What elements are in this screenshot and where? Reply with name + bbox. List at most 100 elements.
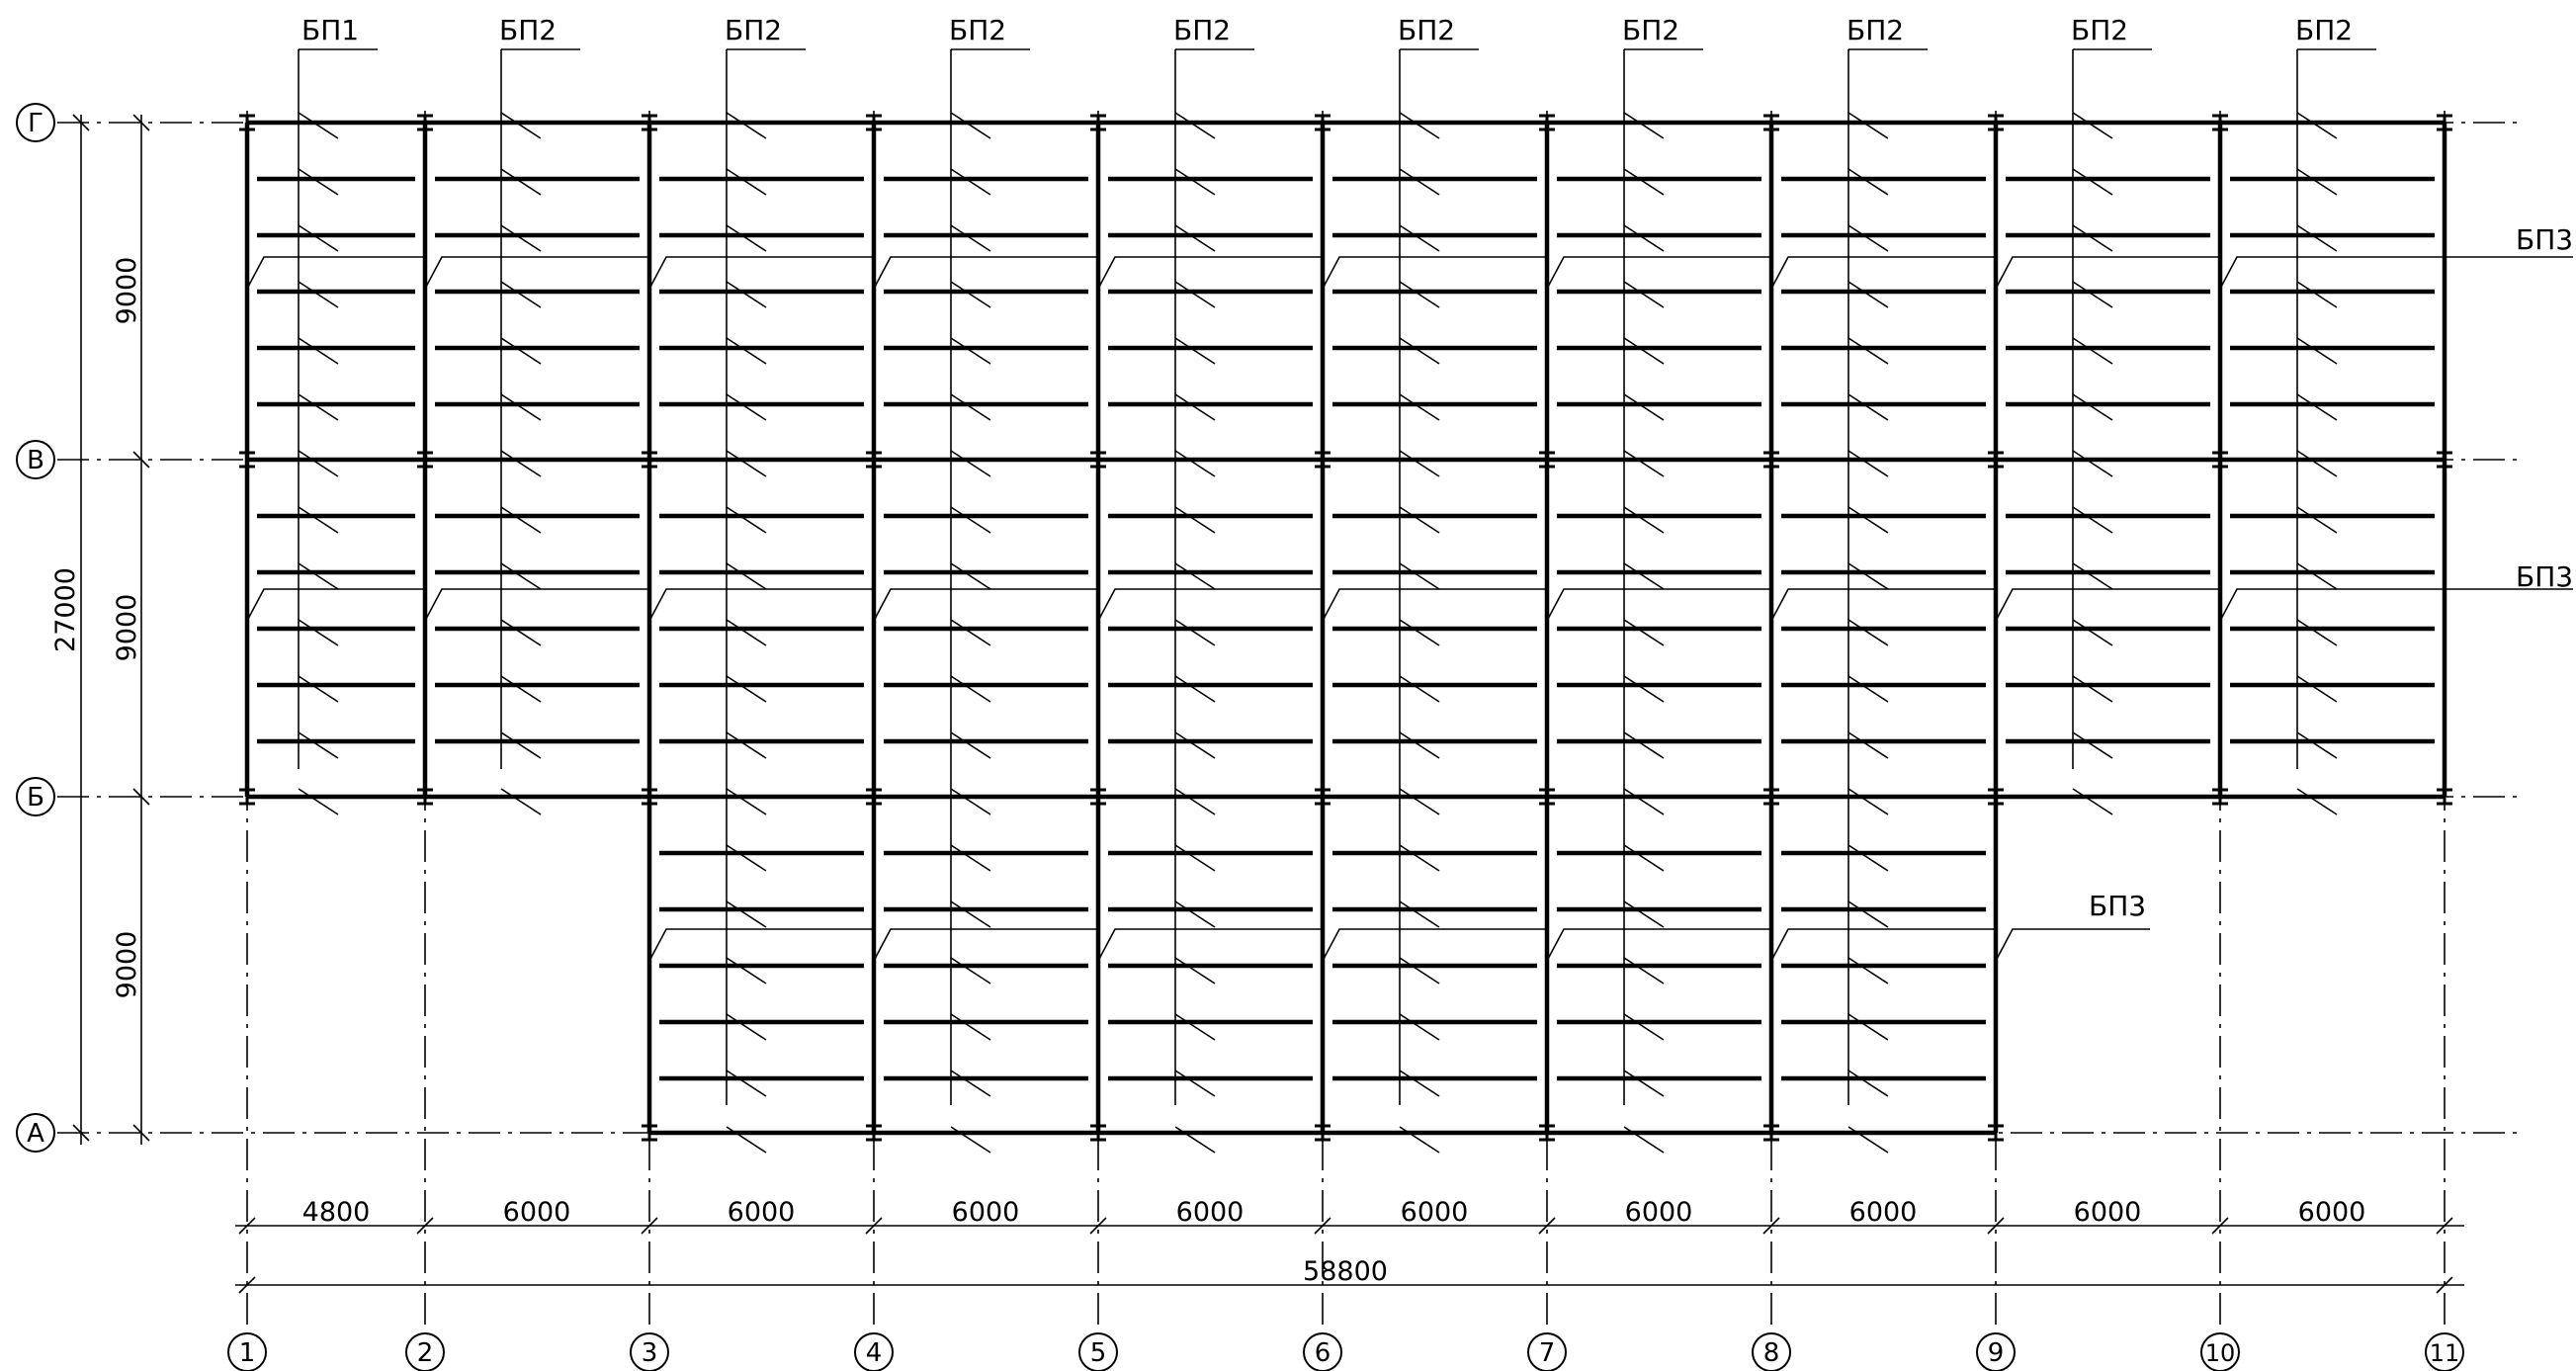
- beam-leader-tick: [1174, 1070, 1216, 1097]
- beam-leader-tick: [2072, 224, 2113, 252]
- beam-leader-tick: [298, 506, 339, 534]
- bp3-leader: [648, 588, 872, 622]
- dimension-tick: [1314, 1217, 1331, 1235]
- beam-leader-tick: [1174, 506, 1216, 534]
- beam-leader-tick: [2072, 168, 2113, 196]
- beam-label: БП2: [949, 14, 1006, 46]
- beam-leader-tick: [1623, 788, 1665, 815]
- beam-leader-tick: [1623, 168, 1665, 196]
- axis-marker-col-8: 8: [1752, 1332, 1791, 1371]
- axis-marker-col-5: 5: [1078, 1332, 1118, 1371]
- beam-leader-tick: [1847, 281, 1889, 308]
- beam-leader-tick: [298, 168, 339, 196]
- bp3-leader: [1995, 256, 2218, 290]
- axis-marker-row-V: В: [16, 440, 55, 479]
- axis-marker-col-2: 2: [405, 1332, 445, 1371]
- axis-label: 10: [2205, 1339, 2236, 1367]
- bp3-leader: [424, 588, 647, 622]
- total-dimension-y: 27000: [50, 567, 81, 652]
- beam-leader-tick: [2072, 675, 2113, 703]
- beam-leader-tick: [2072, 281, 2113, 308]
- bp3-leader: [1322, 256, 1545, 290]
- beam-leader-tick: [1623, 1013, 1665, 1041]
- bp3-leader: [1097, 928, 1321, 962]
- bp3-leader: [1770, 256, 1994, 290]
- beam-label: БП3: [2516, 560, 2573, 593]
- axis-marker-col-3: 3: [630, 1332, 669, 1371]
- axis-label: Г: [28, 109, 43, 138]
- beam-label: БП2: [725, 14, 782, 46]
- beam-leader-tick: [500, 393, 542, 421]
- beam-leader-tick: [2072, 506, 2113, 534]
- span-dimension: 6000: [503, 1197, 571, 1228]
- bp3-leader: [873, 928, 1096, 962]
- beam-leader-tick: [298, 112, 339, 139]
- beam-leader-tick: [950, 224, 991, 252]
- beam-leader-tick: [1623, 675, 1665, 703]
- beam-leader-tick: [1399, 168, 1440, 196]
- beam-leader-tick: [298, 337, 339, 365]
- beam-leader-tick: [2072, 731, 2113, 759]
- axis-label: Б: [27, 783, 44, 813]
- beam-leader-tick: [500, 788, 542, 815]
- total-dimension-x: 58800: [1303, 1256, 1388, 1287]
- beam-leader-tick: [1399, 957, 1440, 985]
- beam-leader-tick: [500, 562, 542, 590]
- axis-label: 9: [1988, 1338, 2005, 1368]
- axis-marker-row-G: Г: [16, 103, 55, 142]
- beam-leader-tick: [1174, 562, 1216, 590]
- bp3-leader: [246, 256, 423, 290]
- beam-leader-tick: [500, 731, 542, 759]
- beam-leader-tick: [950, 168, 991, 196]
- axis-marker-col-11: 11: [2425, 1332, 2464, 1371]
- beam-leader-tick: [1174, 281, 1216, 308]
- columns: [239, 114, 2452, 1142]
- bp3-leader: [873, 588, 1096, 622]
- axis-marker-col-7: 7: [1527, 1332, 1567, 1371]
- beam-leader-tick: [1623, 393, 1665, 421]
- beam-leader-tick: [2072, 788, 2113, 815]
- beam-leader-tick: [298, 450, 339, 477]
- span-dimension: 6000: [2074, 1197, 2142, 1228]
- beam-leader-tick: [1847, 337, 1889, 365]
- bp3-leader: [1546, 256, 1769, 290]
- beam-leader-tick: [1399, 675, 1440, 703]
- axis-marker-row-A: А: [16, 1113, 55, 1153]
- beam-leader-tick: [950, 281, 991, 308]
- beam-leader-tick: [2296, 337, 2338, 365]
- beam-leader-tick: [2072, 393, 2113, 421]
- beam-leader-tick: [950, 562, 991, 590]
- axis-label: 1: [239, 1338, 256, 1368]
- beam-leader-tick: [2296, 168, 2338, 196]
- beam-leader-tick: [1174, 957, 1216, 985]
- dimension-tick: [1762, 1217, 1780, 1235]
- beam-leader-tick: [298, 675, 339, 703]
- beam-leader-tick: [298, 281, 339, 308]
- beam-leader-tick: [2072, 112, 2113, 139]
- beam-leader-tick: [2296, 281, 2338, 308]
- axis-marker-col-9: 9: [1976, 1332, 2016, 1371]
- beam-leader-tick: [2296, 731, 2338, 759]
- axis-label: 6: [1315, 1338, 1331, 1368]
- beam-leader-tick: [1847, 731, 1889, 759]
- span-dimension: 6000: [2298, 1197, 2366, 1228]
- beam-label: БП3: [2516, 223, 2573, 256]
- bp3-leader: [1995, 588, 2218, 622]
- dimension-tick: [132, 451, 150, 469]
- beam-leader-tick: [2296, 675, 2338, 703]
- bp3-leader: [1097, 588, 1321, 622]
- beam-leader-tick: [1847, 675, 1889, 703]
- bp3-leader: [1546, 928, 1769, 962]
- beam-leader-tick: [726, 900, 767, 928]
- top-beam-labels: БП1 БП2 БП2 БП2 БП2 БП2 БП2 БП2 БП2 БП2: [301, 14, 2353, 46]
- beam-leader-tick: [1847, 619, 1889, 646]
- beam-leader-tick: [1623, 1070, 1665, 1097]
- beam-leader-tick: [2296, 619, 2338, 646]
- beam-leader-tick: [950, 337, 991, 365]
- beam-leader-tick: [298, 224, 339, 252]
- beam-leader-tick: [726, 619, 767, 646]
- beam-leader-tick: [1847, 168, 1889, 196]
- beam-leader-tick: [1847, 1013, 1889, 1041]
- beam-leader-tick: [1399, 112, 1440, 139]
- bp3-leader: [1546, 588, 1769, 622]
